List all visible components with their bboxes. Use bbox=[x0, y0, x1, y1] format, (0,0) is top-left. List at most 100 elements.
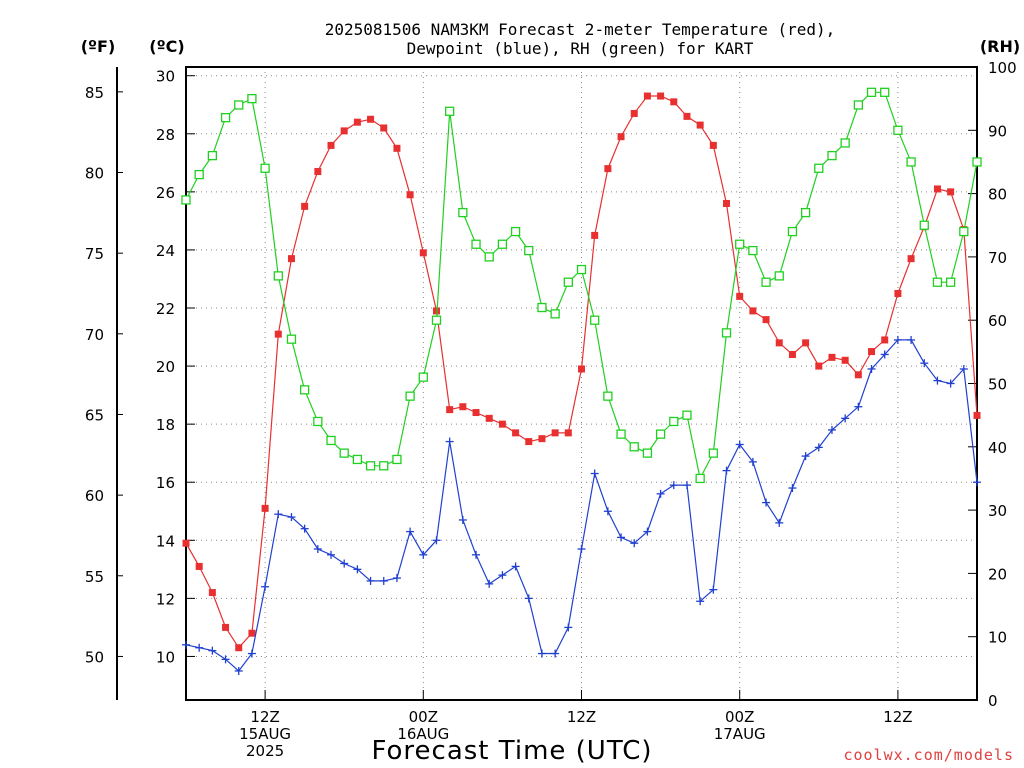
dewpoint-point-50 bbox=[841, 414, 850, 423]
temperature-point-45 bbox=[775, 339, 783, 347]
dewpoint-point-1 bbox=[195, 643, 204, 652]
temperature-point-30 bbox=[578, 365, 585, 373]
rh-point-33 bbox=[616, 429, 626, 439]
plot-frame bbox=[185, 66, 978, 701]
dewpoint-point-20 bbox=[445, 437, 454, 446]
dewpoint-point-17 bbox=[406, 527, 415, 536]
temperature-point-25 bbox=[512, 429, 520, 437]
rh-point-5 bbox=[247, 94, 257, 104]
xtick-label-0-0: 12Z bbox=[250, 708, 279, 726]
rh-point-37 bbox=[669, 416, 679, 427]
rh-series bbox=[181, 87, 982, 484]
temperature-point-39 bbox=[696, 121, 704, 129]
dewpoint-point-30 bbox=[577, 545, 586, 554]
dewpoint-point-59 bbox=[959, 364, 968, 373]
temperature-point-13 bbox=[353, 118, 361, 126]
temperature-point-35 bbox=[643, 92, 651, 100]
ytick-label-rh-20: 20 bbox=[988, 565, 1007, 583]
ytick-label-f-65: 65 bbox=[85, 406, 104, 424]
temperature-point-44 bbox=[762, 316, 770, 324]
ytick-label-c-24: 24 bbox=[156, 242, 175, 260]
temperature-point-43 bbox=[749, 307, 757, 315]
rh-point-53 bbox=[880, 87, 890, 97]
rh-point-6 bbox=[260, 163, 270, 173]
xtick-label-2-0: 12Z bbox=[567, 708, 596, 726]
temperature-point-24 bbox=[498, 420, 506, 428]
ytick-label-rh-90: 90 bbox=[988, 122, 1007, 140]
rh-point-54 bbox=[893, 125, 903, 135]
xtick-label-1-1: 16AUG bbox=[397, 725, 449, 743]
dewpoint-point-37 bbox=[669, 481, 678, 490]
ytick-label-f-85: 85 bbox=[85, 84, 104, 102]
temperature-point-22 bbox=[472, 409, 480, 417]
dewpoint-point-51 bbox=[854, 402, 863, 411]
dewpoint-point-7 bbox=[274, 510, 283, 519]
dewpoint-point-0 bbox=[182, 640, 190, 649]
dewpoint-point-3 bbox=[221, 655, 230, 664]
rh-point-20 bbox=[445, 106, 455, 116]
rh-point-19 bbox=[431, 315, 442, 325]
dewpoint-point-33 bbox=[617, 533, 626, 542]
temperature-point-14 bbox=[367, 115, 375, 123]
unit-label-celsius: (ºC) bbox=[149, 37, 184, 56]
ytick-label-c-28: 28 bbox=[156, 126, 175, 144]
fahrenheit-axis-ticks: 50 55 60 65 70 75 80 85 bbox=[85, 84, 123, 666]
xtick-label-3-1: 17AUG bbox=[714, 725, 766, 743]
temperature-point-20 bbox=[446, 406, 454, 414]
rh-point-55 bbox=[906, 157, 916, 167]
temperature-point-46 bbox=[788, 350, 796, 358]
temperature-point-38 bbox=[683, 112, 691, 120]
dewpoint-point-52 bbox=[867, 364, 876, 373]
ytick-label-f-60: 60 bbox=[85, 487, 104, 505]
temperature-point-1 bbox=[195, 562, 203, 570]
rh-point-28 bbox=[550, 309, 560, 319]
rh-point-22 bbox=[471, 239, 481, 249]
dewpoint-point-47 bbox=[801, 452, 810, 461]
dewpoint-point-46 bbox=[788, 484, 797, 493]
rh-point-59 bbox=[959, 226, 969, 237]
rh-point-26 bbox=[524, 245, 534, 256]
ytick-label-rh-70: 70 bbox=[988, 249, 1007, 267]
dewpoint-point-27 bbox=[537, 649, 546, 658]
rh-point-42 bbox=[735, 239, 745, 249]
rh-point-31 bbox=[590, 315, 600, 325]
temperature-point-52 bbox=[868, 348, 876, 356]
rh-point-30 bbox=[576, 264, 587, 275]
rh-point-18 bbox=[418, 372, 428, 382]
ytick-label-rh-60: 60 bbox=[988, 312, 1007, 330]
rh-point-47 bbox=[800, 207, 811, 218]
temperature-point-15 bbox=[380, 124, 388, 132]
rh-point-10 bbox=[313, 416, 323, 427]
dewpoint-point-12 bbox=[340, 559, 349, 568]
dewpoint-series bbox=[182, 335, 981, 675]
dewpoint-point-13 bbox=[353, 565, 362, 574]
dewpoint-point-21 bbox=[458, 515, 467, 524]
rh-point-9 bbox=[299, 385, 310, 395]
rh-point-27 bbox=[537, 302, 547, 313]
xtick-label-4-0: 12Z bbox=[883, 708, 912, 726]
rh-point-15 bbox=[379, 461, 389, 471]
rh-point-52 bbox=[866, 87, 877, 97]
dewpoint-point-10 bbox=[313, 545, 322, 554]
rh-point-8 bbox=[286, 334, 297, 344]
ytick-label-c-14: 14 bbox=[156, 532, 175, 550]
credit-label: coolwx.com/models bbox=[843, 746, 1014, 764]
ytick-label-c-18: 18 bbox=[156, 416, 175, 434]
dewpoint-point-5 bbox=[247, 649, 256, 658]
rh-point-13 bbox=[352, 454, 363, 465]
xtick-label-0-1: 15AUG bbox=[239, 725, 291, 743]
dewpoint-point-23 bbox=[485, 579, 494, 588]
temperature-point-2 bbox=[208, 589, 216, 597]
ytick-label-rh-100: 100 bbox=[988, 59, 1017, 77]
dewpoint-point-34 bbox=[630, 539, 639, 548]
temperature-point-27 bbox=[538, 435, 546, 443]
rh-point-12 bbox=[339, 448, 349, 458]
unit-label-rh: (RH) bbox=[980, 37, 1020, 56]
temperature-point-10 bbox=[314, 168, 322, 176]
rh-point-3 bbox=[220, 112, 231, 123]
dewpoint-point-36 bbox=[656, 489, 665, 498]
dewpoint-point-8 bbox=[287, 513, 296, 522]
temperature-point-32 bbox=[604, 165, 612, 173]
rh-point-38 bbox=[682, 410, 692, 420]
